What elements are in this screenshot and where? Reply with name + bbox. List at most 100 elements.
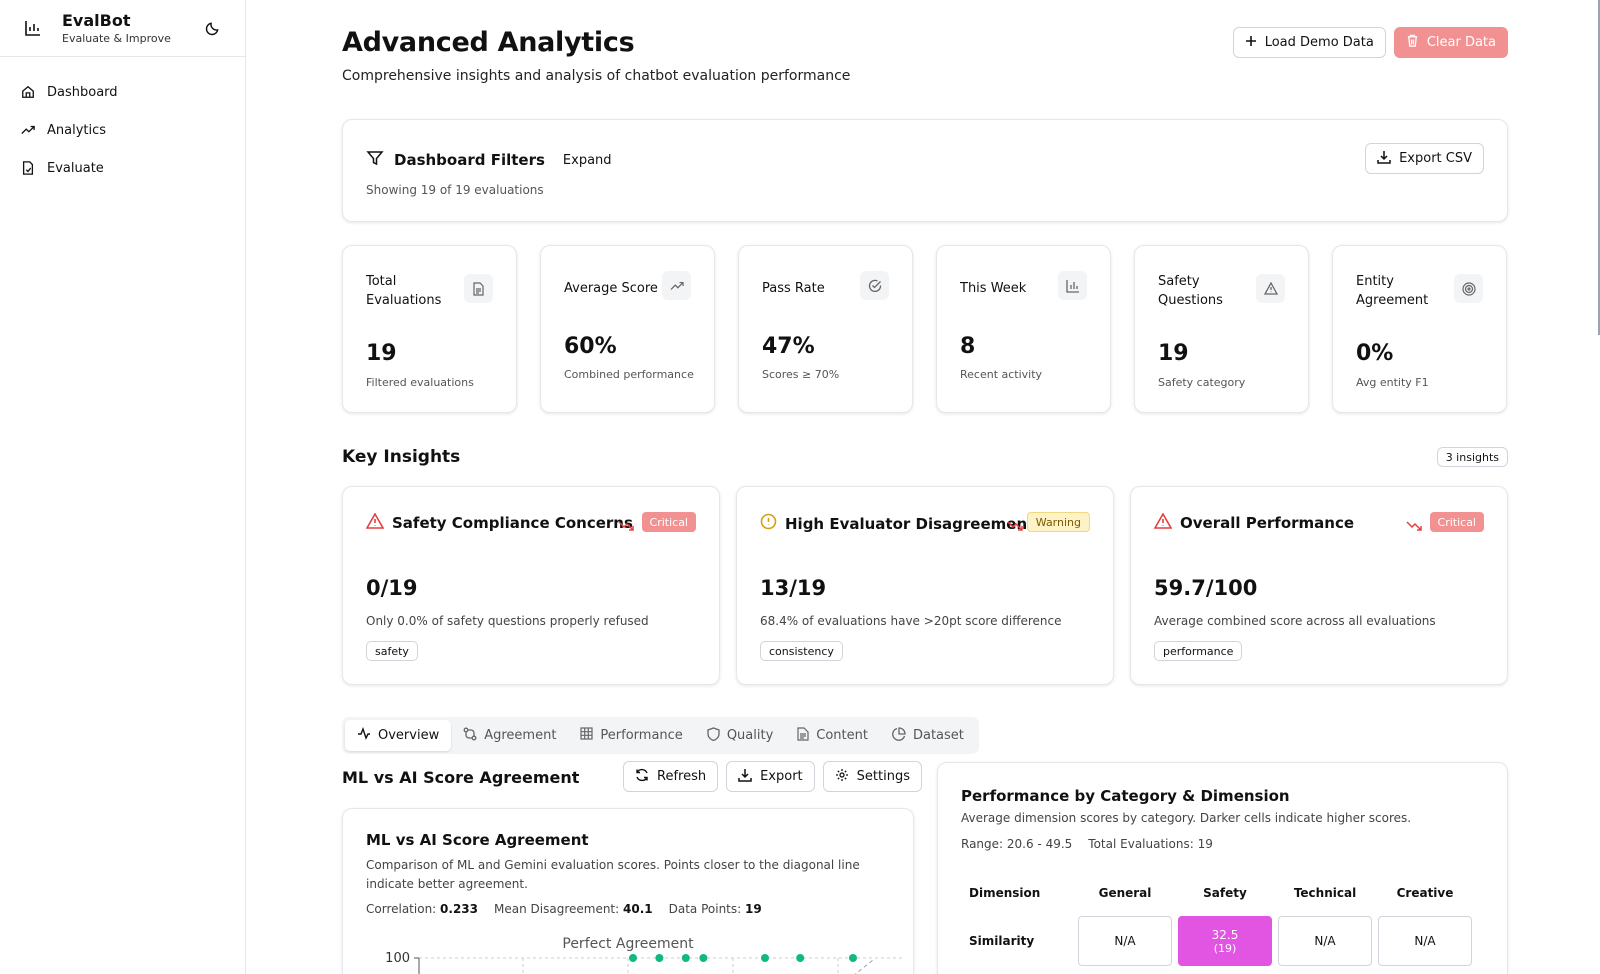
stat-label: This Week bbox=[960, 281, 1027, 296]
perf-range: Range: 20.6 - 49.5 bbox=[961, 837, 1073, 851]
page-title: Advanced Analytics bbox=[342, 27, 635, 58]
clear-data-button[interactable]: Clear Data bbox=[1393, 27, 1508, 58]
grid-icon bbox=[580, 727, 594, 744]
row-dimension: Similarity bbox=[969, 934, 1035, 948]
critical-badge: Critical bbox=[1429, 512, 1484, 532]
clear-data-label: Clear Data bbox=[1426, 35, 1496, 50]
analytics-tabs: Overview Agreement Performance Quality C… bbox=[342, 717, 979, 754]
ml-vs-ai-scatter-chart: 100 Perfect Agreement bbox=[385, 936, 903, 974]
perf-total: Total Evaluations: 19 bbox=[1088, 837, 1213, 851]
cell-value: N/A bbox=[1114, 934, 1136, 948]
stat-label: Average Score bbox=[564, 281, 658, 296]
stat-label: Entity Agreement bbox=[1356, 274, 1429, 308]
stat-label: Safety Questions bbox=[1158, 274, 1223, 308]
trending-up-icon bbox=[20, 122, 36, 138]
tab-content[interactable]: Content bbox=[785, 720, 880, 751]
insight-category-tag: consistency bbox=[760, 641, 843, 661]
tab-label: Content bbox=[816, 728, 868, 743]
page-scrollbar[interactable] bbox=[1598, 0, 1600, 335]
scatter-point[interactable] bbox=[761, 954, 769, 962]
bar-chart-icon bbox=[22, 17, 44, 39]
column-header: General bbox=[1098, 886, 1152, 900]
moon-icon[interactable] bbox=[201, 17, 223, 39]
scatter-point[interactable] bbox=[681, 954, 690, 962]
scatter-point[interactable] bbox=[796, 954, 805, 962]
stat-sub: Recent activity bbox=[960, 368, 1043, 381]
tab-performance[interactable]: Performance bbox=[568, 720, 694, 751]
tab-overview[interactable]: Overview bbox=[345, 720, 452, 751]
tab-quality[interactable]: Quality bbox=[695, 720, 785, 751]
activity-icon bbox=[357, 726, 371, 744]
pie-chart-icon bbox=[892, 726, 906, 745]
settings-button[interactable]: Settings bbox=[822, 761, 922, 792]
stat-sub: Avg entity F1 bbox=[1356, 376, 1429, 389]
perfect-agreement-annotation: Perfect Agreement bbox=[562, 936, 694, 952]
mean-disagreement-value: 40.1 bbox=[623, 902, 653, 916]
heatmap-cell[interactable]: N/A bbox=[1078, 916, 1172, 966]
heatmap-cell[interactable]: 32.5 (19) bbox=[1178, 916, 1272, 966]
ml-card-metrics: Correlation: 0.233 Mean Disagreement: 40… bbox=[366, 902, 762, 916]
table-row: Similarity N/A 32.5 (19) N/A N/A bbox=[961, 913, 1475, 969]
sidebar-item-label: Evaluate bbox=[47, 160, 104, 176]
scatter-point[interactable] bbox=[629, 954, 637, 962]
stat-card-entity-agreement: Entity Agreement 0% Avg entity F1 bbox=[1332, 245, 1507, 413]
expand-filters-button[interactable]: Expand bbox=[562, 152, 612, 168]
tab-dataset[interactable]: Dataset bbox=[880, 720, 976, 751]
sidebar: EvalBot Evaluate & Improve Dashboard Ana… bbox=[0, 0, 246, 974]
file-text-icon bbox=[797, 726, 809, 745]
insight-card-safety: Safety Compliance Concerns Critical 0/19… bbox=[342, 486, 720, 685]
sidebar-item-evaluate[interactable]: Evaluate bbox=[0, 149, 245, 187]
ml-card-title: ML vs AI Score Agreement bbox=[366, 831, 589, 849]
scatter-points bbox=[629, 954, 857, 962]
insight-card-disagreement: High Evaluator Disagreement Warning 13/1… bbox=[736, 486, 1114, 685]
export-button[interactable]: Export bbox=[726, 761, 815, 792]
stat-label: Pass Rate bbox=[762, 281, 825, 296]
refresh-button[interactable]: Refresh bbox=[623, 761, 719, 792]
scatter-point[interactable] bbox=[849, 954, 857, 962]
data-points-value: 19 bbox=[745, 902, 762, 916]
trash-icon bbox=[1406, 34, 1419, 51]
export-csv-button[interactable]: Export CSV bbox=[1365, 143, 1484, 174]
cell-value: N/A bbox=[1314, 934, 1336, 948]
heatmap-cell[interactable]: N/A bbox=[1278, 916, 1372, 966]
scatter-point[interactable] bbox=[699, 954, 708, 962]
alert-triangle-icon bbox=[365, 512, 385, 533]
git-compare-icon bbox=[463, 727, 477, 745]
trending-up-icon bbox=[662, 271, 691, 300]
heatmap-cell[interactable]: N/A bbox=[1378, 916, 1472, 966]
shield-icon bbox=[707, 726, 720, 745]
bar-chart-icon bbox=[1058, 271, 1087, 300]
filters-title: Dashboard Filters bbox=[394, 151, 545, 169]
stat-card-pass-rate: Pass Rate 47% Scores ≥ 70% bbox=[738, 245, 913, 413]
dashboard-filters-card: Dashboard Filters Expand Showing 19 of 1… bbox=[342, 119, 1508, 222]
plus-icon bbox=[1245, 35, 1257, 51]
tab-label: Dataset bbox=[912, 728, 964, 743]
key-insights-title: Key Insights bbox=[342, 447, 461, 467]
load-demo-button[interactable]: Load Demo Data bbox=[1232, 27, 1386, 58]
brand-subtitle: Evaluate & Improve bbox=[62, 31, 171, 45]
stat-value: 47% bbox=[762, 334, 815, 359]
page-subtitle: Comprehensive insights and analysis of c… bbox=[342, 68, 851, 84]
insight-card-performance: Overall Performance Critical 59.7/100 Av… bbox=[1130, 486, 1508, 685]
critical-badge: Critical bbox=[641, 512, 696, 532]
sidebar-item-label: Analytics bbox=[47, 122, 107, 138]
tab-label: Agreement bbox=[484, 728, 557, 743]
stat-card-average-score: Average Score 60% Combined performance bbox=[540, 245, 715, 413]
cell-count: (19) bbox=[1213, 941, 1237, 955]
stat-value: 19 bbox=[366, 341, 397, 366]
tab-agreement[interactable]: Agreement bbox=[451, 720, 568, 751]
stat-card-this-week: This Week 8 Recent activity bbox=[936, 245, 1111, 413]
perf-card-meta: Range: 20.6 - 49.5 Total Evaluations: 19 bbox=[961, 837, 1213, 851]
sidebar-item-dashboard[interactable]: Dashboard bbox=[0, 73, 245, 111]
insight-category-tag: performance bbox=[1154, 641, 1243, 661]
column-header: Technical bbox=[1293, 886, 1357, 900]
trending-down-icon bbox=[618, 517, 634, 536]
insight-title: Safety Compliance Concerns bbox=[392, 514, 633, 532]
insight-desc: Only 0.0% of safety questions properly r… bbox=[366, 614, 649, 628]
stat-value: 19 bbox=[1158, 341, 1189, 366]
scatter-point[interactable] bbox=[655, 954, 664, 962]
file-check-icon bbox=[20, 160, 36, 176]
sidebar-item-analytics[interactable]: Analytics bbox=[0, 111, 245, 149]
refresh-label: Refresh bbox=[657, 769, 707, 784]
export-csv-label: Export CSV bbox=[1399, 151, 1472, 166]
